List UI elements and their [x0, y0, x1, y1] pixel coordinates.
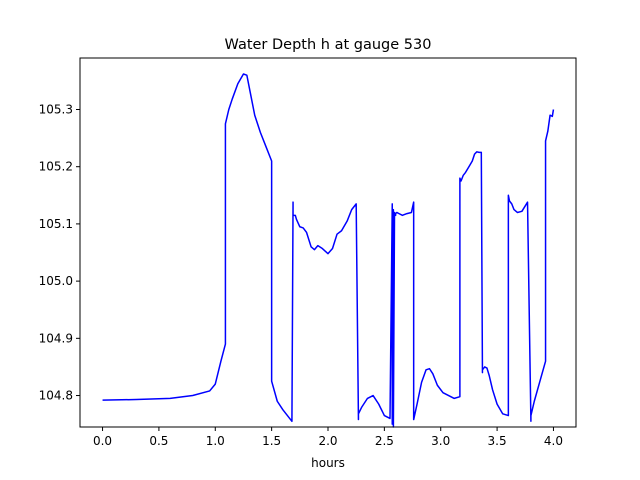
x-tick-label: 0.5: [149, 434, 168, 448]
x-tick-label: 1.5: [262, 434, 281, 448]
y-tick-label: 104.8: [39, 389, 73, 403]
series-group: [102, 73, 555, 428]
y-tick-label: 105.3: [39, 102, 73, 116]
x-tick-label: 2.0: [318, 434, 337, 448]
x-tick-label: 3.5: [488, 434, 507, 448]
y-tick-label: 104.9: [39, 331, 73, 345]
y-tick-label: 105.2: [39, 160, 73, 174]
x-axis: 0.0 0.5 1.0 1.5 2.0 2.5 3.0 3.5 4.0: [93, 427, 563, 448]
chart-title: Water Depth h at gauge 530: [225, 37, 432, 53]
x-tick-label: 3.0: [431, 434, 450, 448]
x-axis-label: hours: [311, 456, 345, 470]
x-tick-label: 2.5: [375, 434, 394, 448]
y-tick-label: 105.0: [39, 274, 73, 288]
y-axis: 104.8 104.9 105.0 105.1 105.2 105.3: [39, 102, 80, 403]
x-tick-label: 1.0: [206, 434, 225, 448]
x-tick-label: 4.0: [544, 434, 563, 448]
series-line-0: [102, 73, 555, 428]
y-tick-label: 105.1: [39, 217, 73, 231]
x-tick-label: 0.0: [93, 434, 112, 448]
